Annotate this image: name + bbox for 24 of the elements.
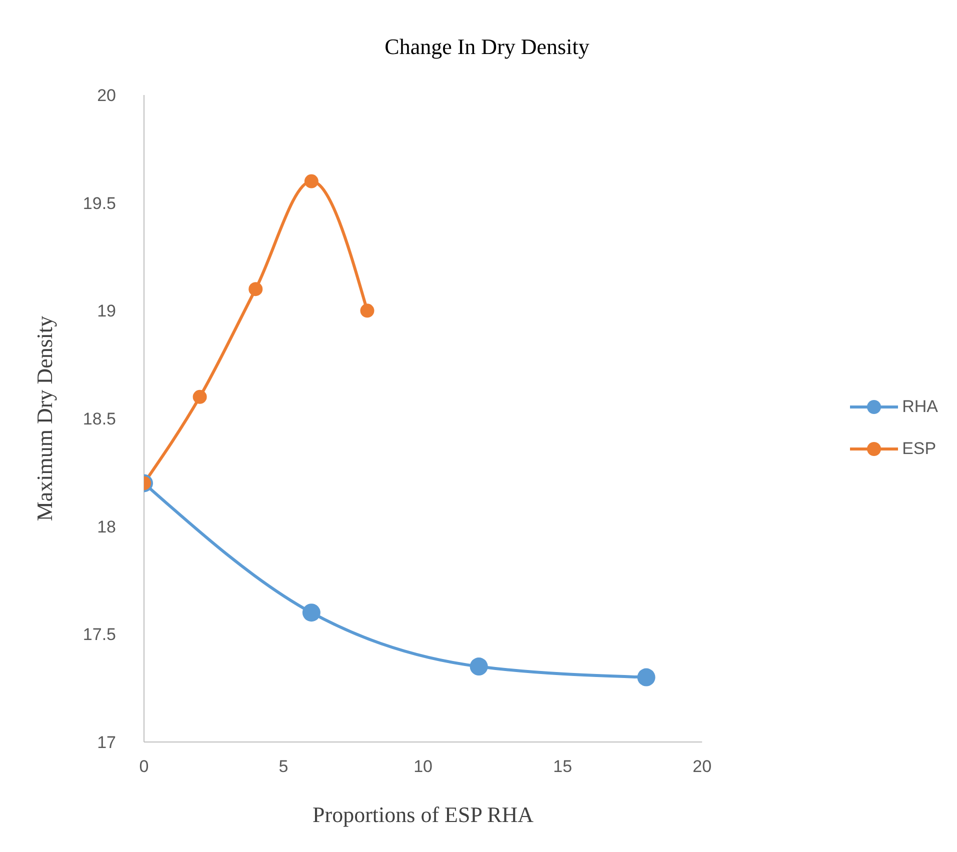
point [304,174,318,188]
x-tick-label: 10 [414,757,433,776]
x-axis-title: Proportions of ESP RHA [312,802,534,827]
y-tick-label: 18 [97,517,116,536]
x-tick-label: 20 [692,757,712,776]
y-tick-label: 17 [97,733,116,752]
x-tick-label: 0 [139,757,149,776]
x-tick-label: 5 [278,757,288,776]
y-tick-label: 17.5 [82,625,116,644]
x-tick-label: 15 [553,757,572,776]
y-tick-label: 20 [97,86,116,106]
point [360,304,374,318]
legend-label: RHA [902,397,938,417]
point [470,658,488,676]
chart-title: Change In Dry Density [384,34,590,60]
y-tick-label: 18.5 [82,410,116,429]
point [302,604,320,622]
point [248,282,263,296]
y-axis-title: Maximum Dry Density [32,316,57,522]
legend-label: ESP [902,439,936,459]
point [192,390,207,404]
y-tick-label: 19.5 [82,194,116,213]
point [637,668,656,686]
y-tick-label: 19 [97,302,116,321]
